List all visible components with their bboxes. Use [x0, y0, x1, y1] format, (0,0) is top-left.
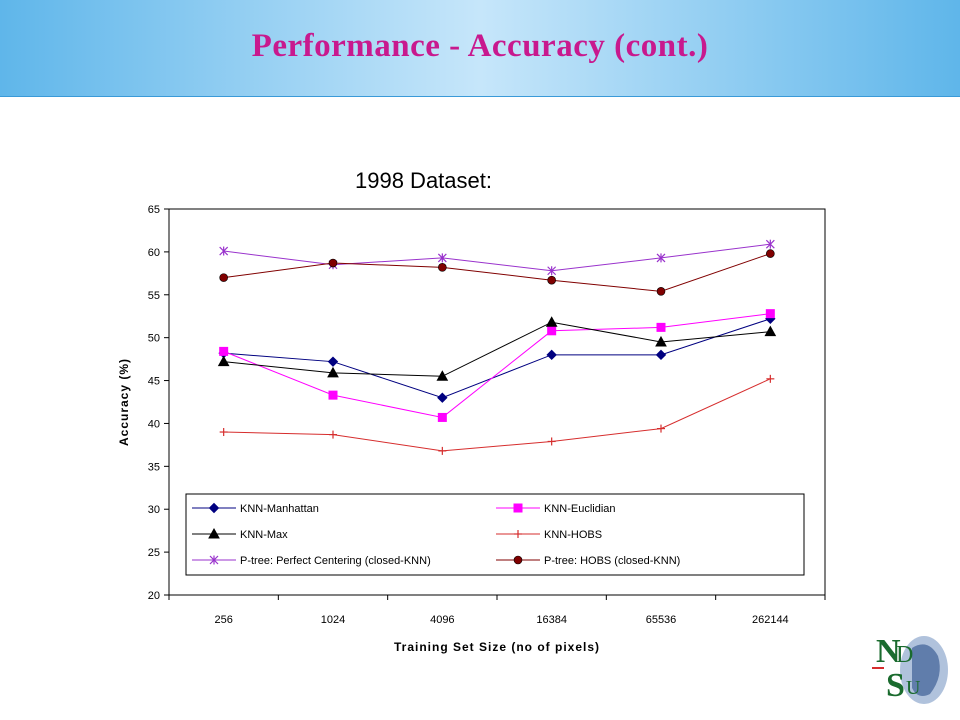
y-tick-label: 40 [148, 418, 160, 430]
legend-entry-label: KNN-Manhattan [240, 503, 319, 515]
data-point-s1-2 [327, 356, 339, 367]
series-line-6 [223, 253, 771, 292]
x-tick-label: 256 [214, 614, 232, 626]
data-point-s4-2 [329, 430, 337, 439]
legend-entry-label: KNN-Max [240, 529, 288, 541]
page-title: Performance - Accuracy (cont.) [251, 28, 709, 64]
y-axis-label: Accuracy (%) [117, 358, 131, 446]
x-axis-label: Training Set Size (no of pixels) [394, 640, 600, 654]
legend-entry-label: P-tree: Perfect Centering (closed-KNN) [240, 555, 431, 567]
data-point-s5-6 [765, 239, 775, 249]
data-point-s1-3 [437, 392, 448, 403]
x-tick-label: 16384 [536, 614, 567, 626]
x-tick-label: 4096 [430, 614, 454, 626]
legend-swatch-marker [513, 555, 523, 565]
data-point-s2-2 [328, 390, 338, 400]
legend [185, 493, 805, 576]
svg-text:U: U [906, 677, 921, 699]
data-point-s2-1 [219, 346, 229, 356]
y-tick-label: 45 [148, 376, 160, 388]
data-point-s4-3 [438, 446, 447, 455]
x-tick-label: 1024 [321, 614, 345, 626]
x-tick-label: 65536 [646, 614, 677, 626]
data-point-s3-5 [655, 335, 667, 347]
data-point-s4-4 [547, 437, 556, 446]
data-point-s3-2 [327, 366, 339, 378]
data-point-s1-4 [546, 349, 557, 361]
dataset-label: 1998 Dataset: [355, 168, 492, 193]
data-point-s2-4 [547, 326, 557, 336]
data-point-s1-5 [655, 349, 667, 361]
x-tick-label: 262144 [752, 614, 789, 626]
data-point-s3-6 [764, 325, 777, 337]
data-point-s6-4 [547, 275, 556, 285]
data-point-s4-1 [219, 428, 228, 437]
data-point-s6-5 [656, 287, 666, 296]
y-tick-label: 60 [148, 247, 160, 259]
y-tick-label: 35 [148, 461, 160, 473]
data-point-s6-3 [438, 263, 447, 272]
data-point-s4-6 [766, 374, 775, 383]
data-point-s2-6 [765, 309, 775, 319]
data-point-s6-1 [219, 273, 228, 282]
y-tick-label: 20 [148, 590, 160, 602]
data-point-s3-4 [545, 316, 558, 327]
legend-entry-label: KNN-Euclidian [544, 503, 616, 515]
legend-entry-label: KNN-HOBS [544, 529, 602, 541]
y-tick-label: 30 [148, 504, 160, 516]
data-point-s5-4 [547, 266, 557, 276]
series-line-2 [223, 313, 771, 418]
title-banner: Performance - Accuracy (cont.) [0, 0, 960, 97]
data-point-s6-6 [766, 249, 775, 258]
data-point-s4-5 [657, 424, 665, 433]
legend-swatch-marker [208, 502, 220, 514]
legend-swatch-marker [514, 530, 522, 538]
y-tick-label: 65 [148, 204, 160, 216]
series-line-3 [223, 321, 771, 377]
svg-text:N: N [876, 633, 901, 670]
y-tick-label: 25 [148, 547, 160, 559]
data-point-s6-2 [328, 258, 338, 268]
data-point-s5-3 [437, 253, 447, 263]
legend-entry-label: P-tree: HOBS (closed-KNN) [544, 555, 680, 567]
series-line-4 [223, 378, 771, 452]
svg-text:S: S [886, 667, 905, 704]
series-line-5 [223, 243, 771, 272]
legend-swatch-marker [209, 555, 219, 565]
university-logo: N D S U [872, 633, 948, 704]
legend-swatch-marker [208, 527, 220, 539]
data-point-s3-1 [217, 355, 230, 367]
data-point-s5-5 [656, 253, 666, 263]
series-line-1 [223, 318, 771, 399]
data-point-s2-5 [656, 322, 666, 332]
data-point-s5-1 [219, 246, 229, 256]
y-tick-label: 50 [148, 333, 160, 345]
legend-swatch-marker [513, 503, 523, 513]
svg-text:D: D [896, 642, 913, 668]
data-point-s2-3 [437, 412, 447, 422]
y-tick-label: 55 [148, 290, 160, 302]
data-point-s3-3 [436, 370, 449, 381]
